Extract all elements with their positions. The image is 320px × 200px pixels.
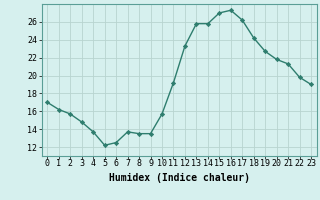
X-axis label: Humidex (Indice chaleur): Humidex (Indice chaleur) (109, 173, 250, 183)
